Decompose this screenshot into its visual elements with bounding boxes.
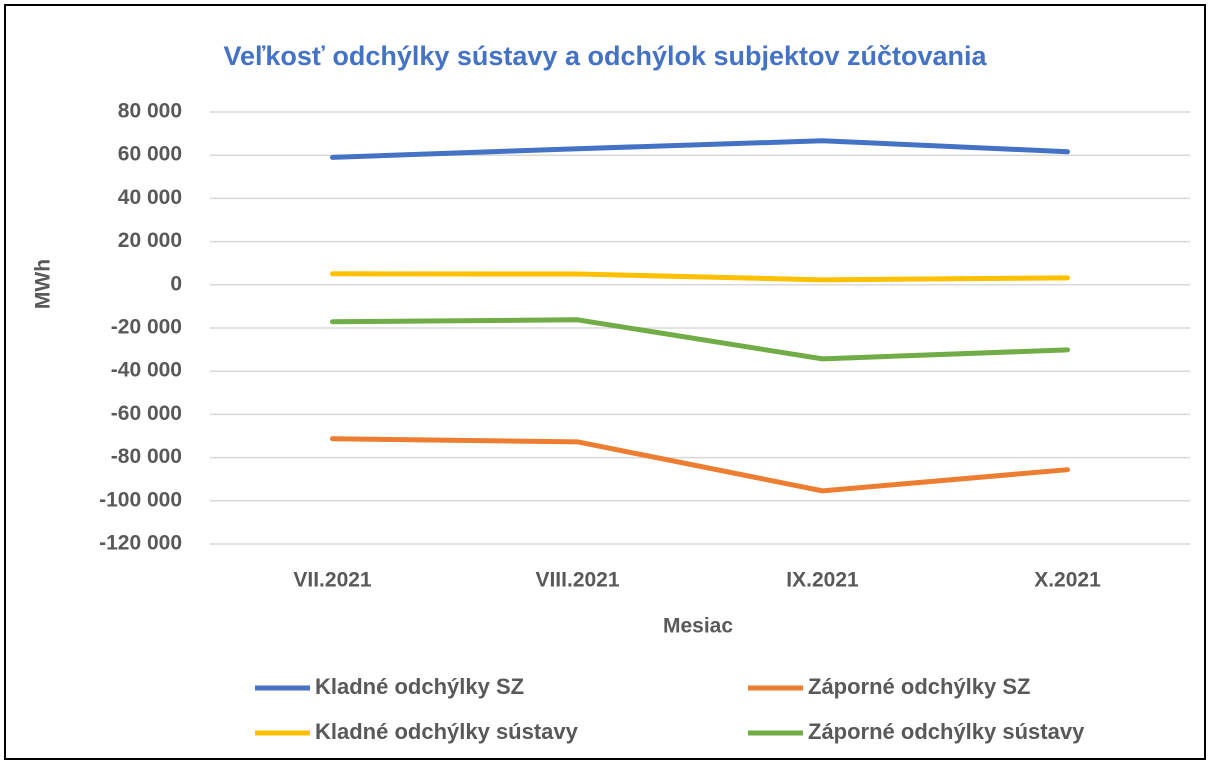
x-axis-label: Mesiac [663,615,733,638]
legend-label: Kladné odchýlky SZ [315,674,524,699]
chart-title: Veľkosť odchýlky sústavy a odchýlok subj… [223,41,987,71]
y-tick-label: -40 000 [111,359,182,382]
series-line [330,138,1070,160]
x-tick-label: VII.2021 [293,569,372,592]
x-tick-label: IX.2021 [786,569,859,592]
legend-label: Kladné odchýlky sústavy [315,719,579,744]
y-tick-label: 20 000 [118,229,182,252]
x-tick-label: VIII.2021 [535,569,619,592]
y-axis-label: MWh [32,259,55,309]
chart-frame [4,4,1206,760]
series-line [330,271,1070,283]
y-tick-label: -80 000 [111,445,182,468]
x-tick-label: X.2021 [1034,569,1101,592]
y-tick-label: -60 000 [111,402,182,425]
y-tick-label: -100 000 [99,488,182,511]
y-tick-label: 0 [170,272,182,295]
y-tick-label: 40 000 [118,186,182,209]
series-line [330,317,1070,362]
y-tick-label: 60 000 [118,143,182,166]
y-tick-label: -20 000 [111,316,182,339]
legend-label: Záporné odchýlky SZ [808,674,1031,699]
legend-label: Záporné odchýlky sústavy [808,719,1085,744]
y-tick-label: -120 000 [99,532,182,555]
series-line [330,436,1070,494]
y-tick-label: 80 000 [118,100,182,123]
